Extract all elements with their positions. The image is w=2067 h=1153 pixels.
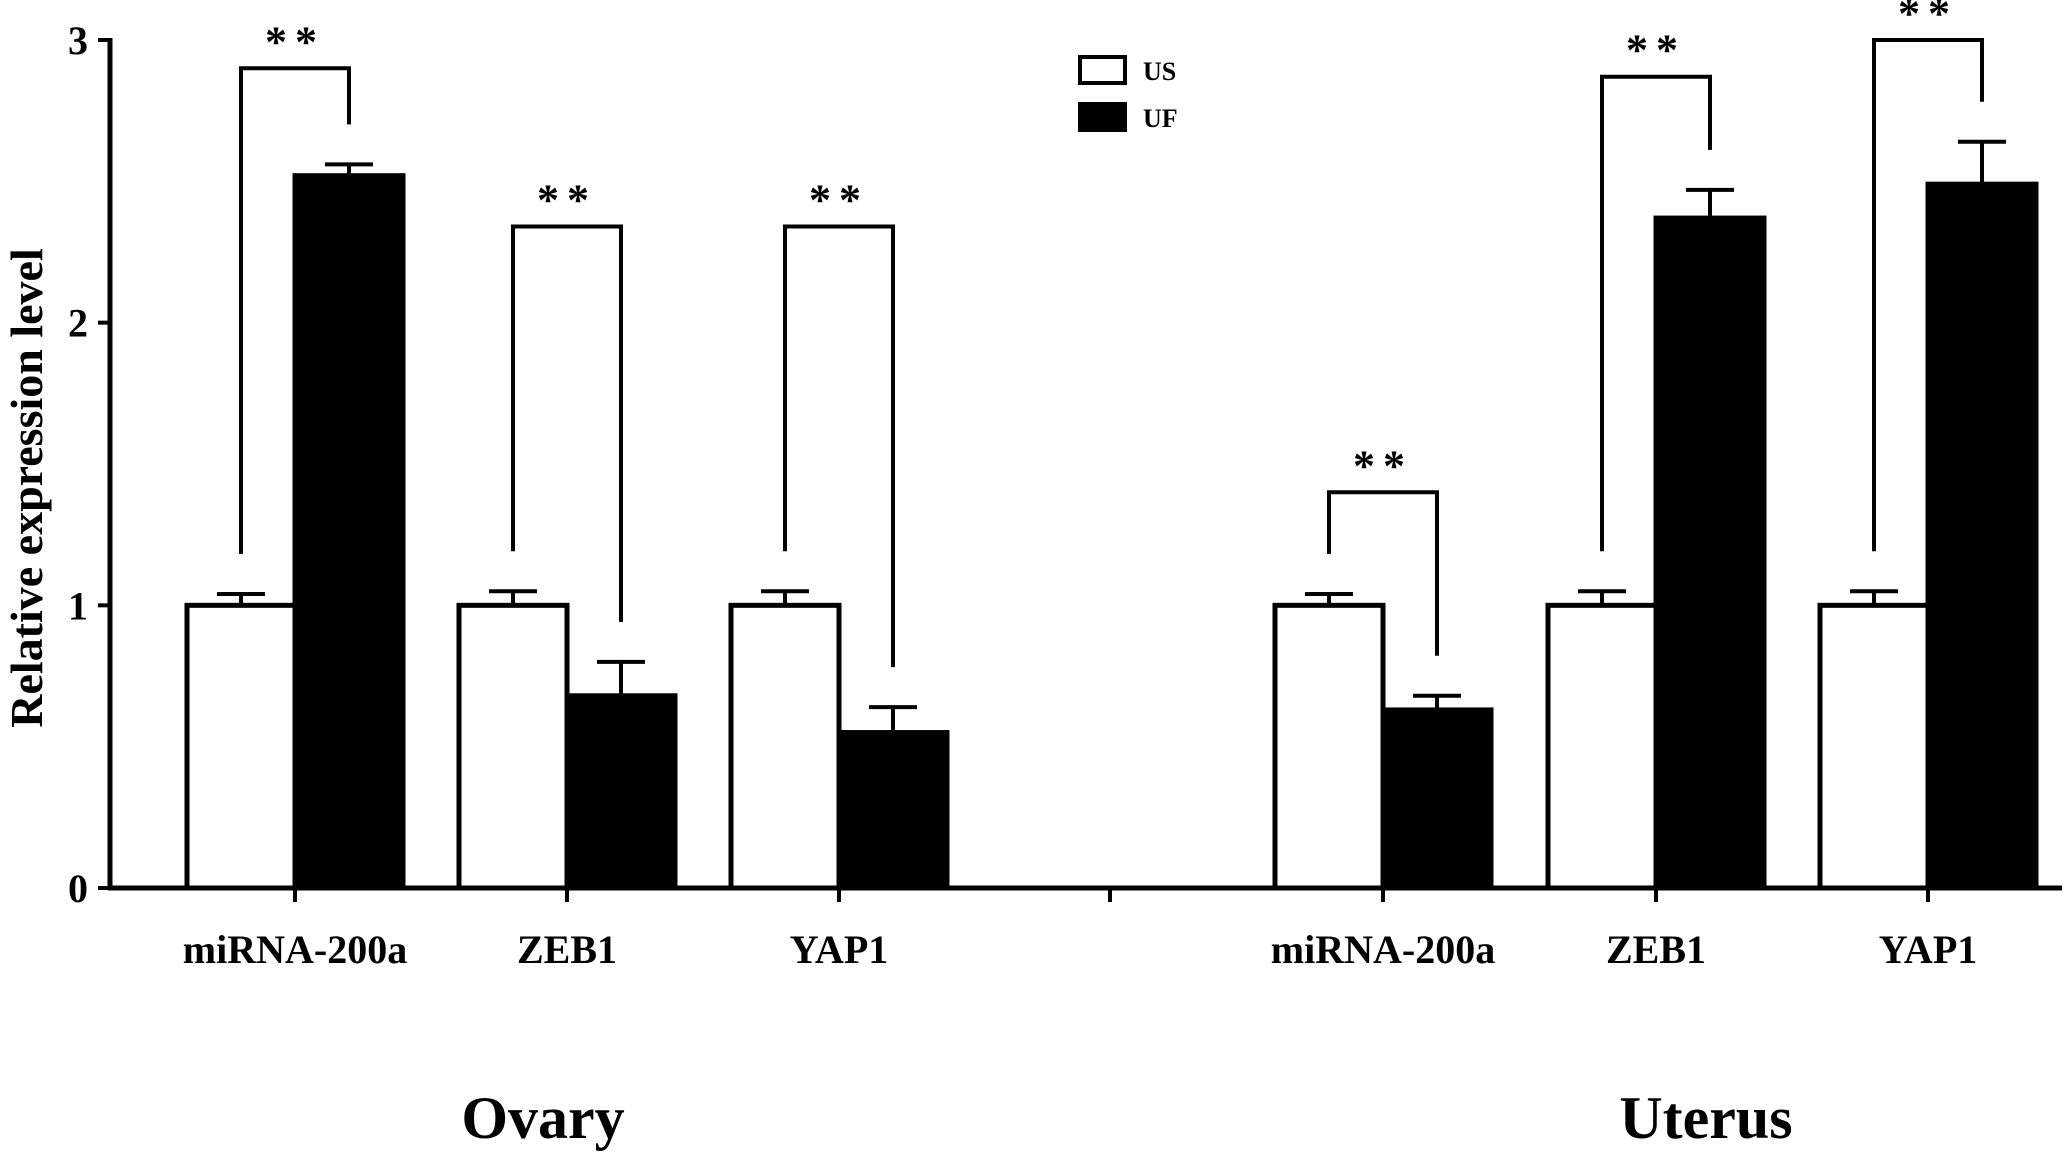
y-tick-label: 3: [68, 18, 88, 63]
bar-uf: [836, 730, 950, 891]
bar-us: [184, 602, 298, 891]
significance-label: **: [1626, 26, 1686, 75]
legend-swatch-us: [1078, 55, 1127, 85]
bar-uf: [1925, 181, 2039, 891]
bars: [184, 173, 2039, 891]
bar-us: [728, 602, 842, 891]
bar-us: [1545, 602, 1659, 891]
group-label: Uterus: [1619, 1085, 1792, 1151]
error-bars: [217, 139, 2006, 733]
bar-us: [456, 602, 570, 891]
bar-us: [1817, 602, 1931, 891]
x-tick-label: ZEB1: [517, 927, 617, 972]
bar-us: [1272, 602, 1386, 891]
y-tick-label: 2: [68, 301, 88, 346]
group-label: Ovary: [461, 1085, 624, 1151]
bar-uf: [564, 693, 678, 891]
bar-uf: [1380, 707, 1494, 891]
y-axis-label: Relative expression level: [1, 248, 52, 728]
significance-label: **: [265, 17, 325, 66]
y-tick-label: 1: [68, 583, 88, 628]
significance-bracket: [511, 224, 623, 622]
legend-label: UF: [1143, 104, 1178, 133]
legend: US UF: [1078, 55, 1178, 133]
significance-bracket: [783, 224, 895, 668]
bar-uf: [1653, 215, 1767, 891]
significance-brackets: ** ** ** ** ** **: [239, 0, 1984, 668]
significance-label: **: [809, 176, 869, 225]
significance-label: **: [1898, 0, 1958, 38]
axis-labels: miRNA-200a ZEB1 YAP1 miRNA-200a ZEB1 YAP1 Ovar…: [1, 248, 1977, 1151]
x-tick-label: YAP1: [1879, 927, 1978, 972]
x-tick-label: ZEB1: [1606, 927, 1706, 972]
legend-swatch-uf: [1078, 102, 1127, 132]
y-tick-label: 0: [68, 866, 88, 911]
x-tick-label: YAP1: [790, 927, 889, 972]
x-tick-label: miRNA-200a: [183, 927, 407, 972]
significance-bracket: [1327, 490, 1439, 656]
bar-uf: [292, 173, 406, 891]
significance-bracket: [1872, 38, 1984, 552]
significance-label: **: [537, 176, 597, 225]
x-tick-label: miRNA-200a: [1271, 927, 1495, 972]
significance-label: **: [1353, 441, 1413, 490]
significance-bracket: [239, 66, 351, 555]
legend-label: US: [1143, 57, 1176, 86]
significance-bracket: [1600, 74, 1712, 552]
